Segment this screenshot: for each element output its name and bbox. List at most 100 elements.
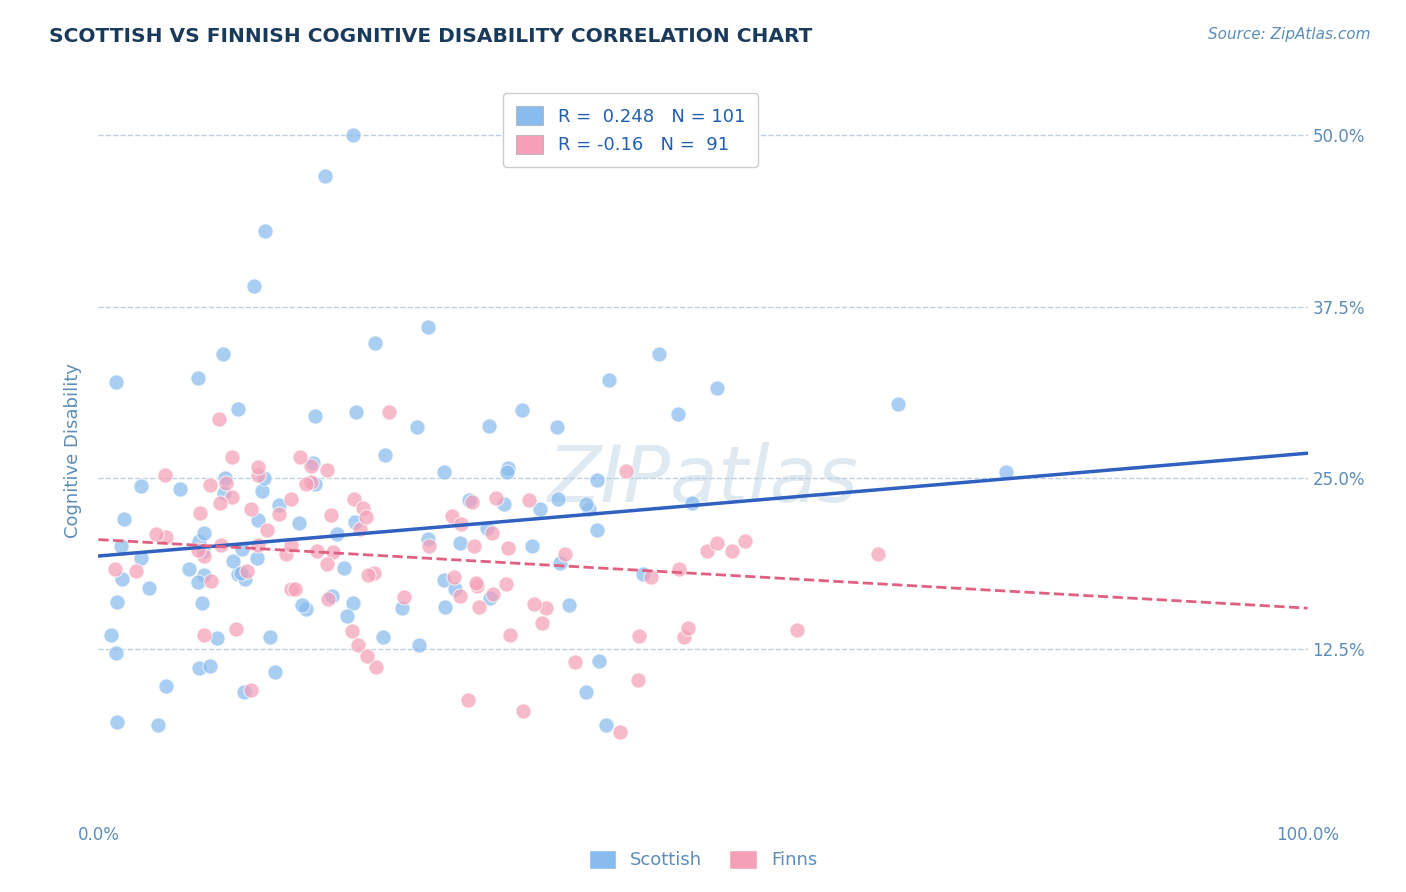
Point (284, 582, 307, 596)
Point (498, 628, 520, 642)
Point (228, 402, 250, 417)
Y-axis label: Cognitive Disability: Cognitive Disability (65, 363, 83, 538)
Point (481, 525, 503, 540)
Point (124, 564, 146, 578)
Point (250, 483, 273, 498)
Point (246, 460, 269, 475)
Point (294, 601, 316, 615)
Point (468, 599, 491, 614)
Point (247, 538, 270, 552)
Point (371, 630, 394, 644)
Point (336, 609, 359, 624)
Point (465, 579, 488, 593)
Point (229, 566, 252, 581)
Point (352, 500, 374, 515)
Point (131, 479, 153, 493)
Point (214, 471, 236, 485)
Point (457, 693, 479, 707)
Point (316, 463, 339, 477)
Point (696, 544, 718, 558)
Point (547, 491, 569, 506)
Point (246, 467, 269, 482)
Point (193, 526, 215, 541)
Point (595, 717, 617, 731)
Point (304, 409, 326, 423)
Point (558, 599, 581, 613)
Point (299, 458, 322, 473)
Point (111, 572, 134, 586)
Point (734, 534, 756, 549)
Point (187, 371, 209, 385)
Point (496, 461, 519, 475)
Point (512, 704, 534, 718)
Point (239, 502, 262, 516)
Point (274, 548, 297, 562)
Point (564, 655, 586, 669)
Point (628, 629, 651, 643)
Point (155, 530, 177, 544)
Point (614, 464, 637, 478)
Point (546, 420, 568, 434)
Point (548, 556, 571, 570)
Point (212, 347, 235, 361)
Point (866, 547, 889, 561)
Point (295, 477, 318, 491)
Point (112, 512, 135, 526)
Point (259, 631, 281, 645)
Point (536, 601, 558, 615)
Point (188, 533, 211, 548)
Point (280, 582, 302, 597)
Point (179, 562, 201, 576)
Point (449, 535, 471, 549)
Point (609, 724, 631, 739)
Point (243, 279, 266, 293)
Point (104, 561, 127, 575)
Point (586, 473, 609, 487)
Point (105, 376, 128, 390)
Point (344, 405, 367, 419)
Point (321, 508, 343, 523)
Point (343, 492, 366, 507)
Point (129, 551, 152, 566)
Point (457, 492, 479, 507)
Point (391, 601, 413, 615)
Point (598, 373, 620, 387)
Point (209, 538, 232, 552)
Point (233, 684, 256, 698)
Legend: R =  0.248   N = 101, R = -0.16   N =  91: R = 0.248 N = 101, R = -0.16 N = 91 (503, 93, 758, 167)
Point (169, 482, 191, 496)
Point (681, 496, 703, 510)
Point (280, 492, 302, 507)
Point (325, 527, 347, 541)
Point (226, 566, 249, 581)
Point (231, 541, 253, 556)
Point (347, 638, 370, 652)
Point (145, 527, 167, 541)
Point (291, 598, 314, 612)
Point (321, 590, 343, 604)
Point (208, 411, 231, 425)
Point (443, 569, 465, 583)
Point (193, 628, 215, 642)
Point (478, 591, 501, 605)
Point (647, 347, 669, 361)
Point (477, 418, 499, 433)
Point (418, 540, 440, 554)
Point (484, 491, 506, 505)
Point (416, 320, 439, 334)
Point (236, 564, 259, 578)
Point (288, 516, 311, 530)
Point (450, 517, 472, 532)
Point (666, 408, 689, 422)
Point (200, 477, 222, 491)
Text: Source: ZipAtlas.com: Source: ZipAtlas.com (1208, 27, 1371, 42)
Point (356, 648, 378, 663)
Point (187, 575, 209, 590)
Point (394, 590, 416, 604)
Legend: Scottish, Finns: Scottish, Finns (579, 841, 827, 879)
Point (280, 538, 302, 552)
Point (253, 471, 276, 485)
Point (575, 497, 598, 511)
Point (496, 465, 519, 479)
Point (706, 536, 728, 550)
